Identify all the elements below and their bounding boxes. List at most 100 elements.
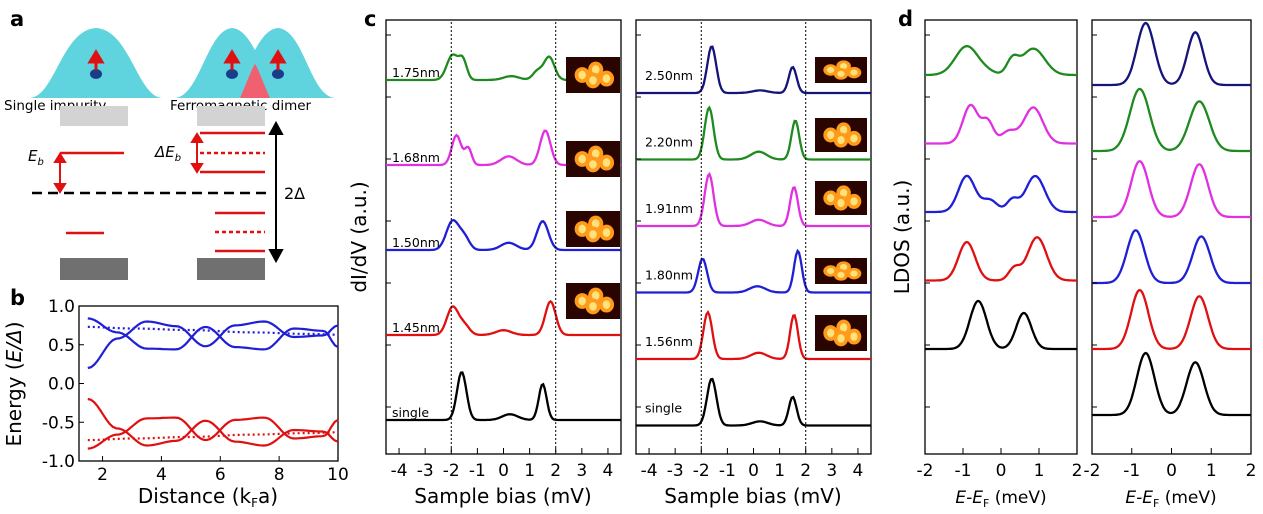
panel-b-ylabel: Energy (E/Δ) [2,321,26,446]
d-left-trace-4 [925,299,1077,351]
panel-b-xlabel: Distance (kFa) [138,484,278,510]
c-left-trace-4 [386,371,621,422]
panel-b-xtick-label: 6 [215,465,226,485]
stm-blob-core [589,230,597,239]
c-left-xtick-label: -1 [469,461,486,481]
c-left-trace-label: 1.50nm [392,235,440,250]
eb-arrow [53,152,67,194]
d-left-trace-3 [925,236,1077,282]
c-right-xtick-label: 1 [774,461,785,481]
panel-b-ytick-label: 0.5 [48,336,75,356]
impurity-atom-1 [226,69,238,79]
panel-b-xtick-label: 4 [156,465,167,485]
upper-band-dimer [197,106,265,126]
panel-b-ytick-label: 0.0 [48,375,75,395]
lower-band-single [60,258,128,280]
panel-c-right-frame [635,19,872,455]
panel-b-ytick-label: -1.0 [42,452,75,472]
c-left-trace-3 [386,299,621,337]
panel-d-right-plot: -2 -1 0 1 2 [1084,21,1257,481]
stm-blob-core [591,149,600,158]
panel-b-ytick-label: -0.5 [42,413,75,433]
c-right-xtick-label: 0 [748,461,759,481]
stm-blob-core [850,197,858,206]
d-right-trace-5 [1092,351,1251,417]
panel-d-left-plot: -2 -1 0 1 2 [917,34,1082,481]
stm-blob-core [839,323,848,332]
panel-d-left-frame [924,19,1078,455]
d-left-xtick-label: 0 [996,461,1007,481]
c-left-xtick-label: -2 [443,461,460,481]
c-left-xtick-label: -4 [391,461,408,481]
stm-blob-core [837,334,845,343]
d-right-trace-0 [1092,21,1251,87]
stm-blob-core [826,267,835,275]
panel-b-series-4 [87,416,339,450]
panel-b-ytick-label: 1.0 [48,297,75,317]
delta-eb-arrow [190,132,204,174]
panel-b-letter: b [10,286,25,310]
stm-blob-core [850,270,858,277]
c-right-trace-5 [636,377,871,427]
panel-c-right-plot: -4 -3 -2 -1 0 1 2 3 4 2.50nm 2.20nm 1.91nm 1.80nm 1.5… [636,22,871,481]
c-right-trace-label: single [645,401,682,416]
stm-blob-core [837,136,845,145]
c-right-trace-label: 1.80nm [645,268,693,283]
stm-blob-core [839,125,848,134]
c-left-trace-label: 1.45nm [392,320,440,335]
c-left-xtick-label: 4 [603,461,614,481]
panel-a-letter: a [10,7,24,31]
d-right-trace-2 [1092,159,1251,219]
c-left-trace-label: 1.68nm [392,150,440,165]
d-right-xtick-label: 0 [1166,461,1177,481]
stm-blob-core [850,332,858,341]
stm-blob-core [591,65,600,74]
c-right-xtick-label: -3 [667,461,684,481]
c-right-xtick-label: -4 [641,461,658,481]
panel-b-xticks: 2 4 6 8 10 [97,456,349,485]
c-left-trace-label: single [392,405,429,420]
c-left-xtick-label: 3 [576,461,587,481]
dimer-overlap [240,64,270,98]
panel-b-xtick-label: 8 [274,465,285,485]
d-right-trace-3 [1092,229,1251,285]
stm-blob-core [602,228,611,237]
d-right-trace-1 [1092,87,1251,153]
lower-band-dimer [197,258,265,280]
panel-b-series-5 [87,431,338,442]
stm-blob-core [589,302,597,311]
panel-d-right-xlabel: E-EF (meV) [1125,488,1216,510]
delta-eb-label: ΔEb [154,143,181,164]
stm-blob-core [839,263,848,271]
stm-blob-core [578,296,586,306]
c-left-xtick-label: 2 [550,461,561,481]
c-right-trace-1 [636,105,871,161]
stm-blob-core [837,70,845,78]
c-right-xtick-label: 4 [853,461,864,481]
spin-arrow-icon-2 [269,49,287,70]
upper-band-single [60,106,128,126]
stm-blob-core [826,193,835,203]
d-left-trace-2 [925,174,1077,214]
d-left-xtick-label: 1 [1034,461,1045,481]
panel-b-xtick-label: 10 [327,465,349,485]
c-right-xtick-label: -2 [693,461,710,481]
impurity-atom [90,69,102,79]
eb-label: Eb [28,147,44,168]
panel-d-letter: d [898,7,913,31]
c-right-xtick-label: -1 [719,461,736,481]
stm-blob-core [591,219,600,228]
stm-blob-core [826,66,835,74]
c-right-trace-label: 2.50nm [645,68,693,83]
d-right-xtick-label: 2 [1246,461,1257,481]
stm-blob-core [839,62,848,70]
c-left-xtick-label: -3 [417,461,434,481]
d-right-xtick-label: -2 [1084,461,1101,481]
stm-blob-core [589,76,597,85]
d-right-xtick-label: -1 [1123,461,1140,481]
panel-c-right-xlabel: Sample bias (mV) [664,484,841,508]
c-right-trace-label: 1.56nm [645,334,693,349]
c-right-trace-2 [636,171,871,228]
c-right-trace-label: 2.20nm [645,135,693,150]
